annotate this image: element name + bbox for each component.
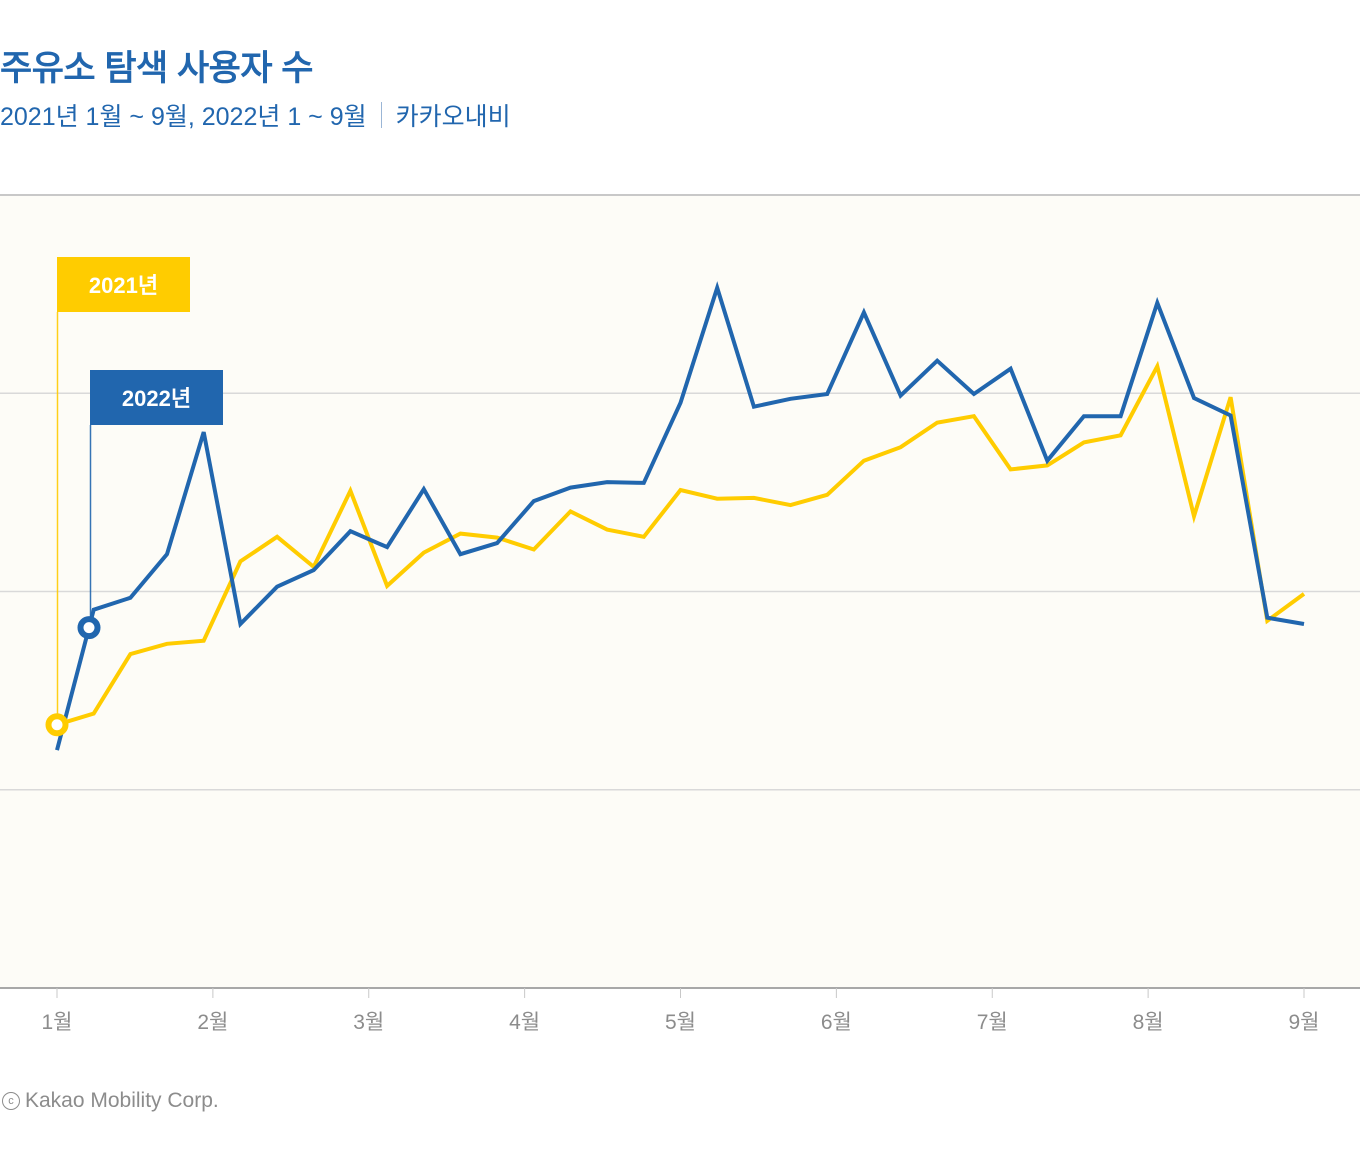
- x-tick-label: 4월: [509, 1011, 540, 1034]
- copyright-icon: c: [2, 1092, 20, 1110]
- line-chart: 1월 2월 3월 4월 5월 6월 7월 8월 9월 2021년 2022년: [0, 194, 1360, 1034]
- chart-subtitle: 2021년 1월 ~ 9월, 2022년 1 ~ 9월 카카오내비: [0, 97, 511, 133]
- series-start-marker: [45, 713, 69, 737]
- series-lines: [55, 281, 1306, 751]
- copyright-footer: c Kakao Mobility Corp.: [2, 1089, 219, 1113]
- legend-label: 2021년: [89, 273, 158, 298]
- series-line-2022년: [55, 281, 1305, 751]
- subtitle-divider: [380, 102, 382, 128]
- x-tick-label: 5월: [665, 1011, 696, 1034]
- chart-title: 주유소 탐색 사용자 수: [0, 49, 313, 88]
- legend-flag-2022년: [90, 370, 223, 425]
- x-tick-label: 3월: [353, 1011, 384, 1034]
- x-tick-label: 2월: [197, 1011, 228, 1034]
- x-tick-label: 8월: [1133, 1011, 1164, 1034]
- legend-flags: 2021년 2022년: [45, 257, 223, 737]
- legend-flag-2021년: [57, 257, 190, 312]
- series-start-marker: [77, 616, 101, 640]
- legend-label: 2022년: [122, 386, 191, 411]
- x-tick-label: 7월: [977, 1011, 1008, 1034]
- copyright-text: Kakao Mobility Corp.: [25, 1089, 219, 1112]
- x-tick-label: 9월: [1289, 1011, 1320, 1034]
- x-tick-label: 6월: [821, 1011, 852, 1034]
- legend-stems: [56, 312, 92, 725]
- x-axis-ticks: 1월 2월 3월 4월 5월 6월 7월 8월 9월: [42, 988, 1320, 1034]
- subtitle-source: 카카오내비: [395, 103, 511, 131]
- x-tick-label: 1월: [42, 1011, 73, 1034]
- subtitle-period: 2021년 1월 ~ 9월, 2022년 1 ~ 9월: [0, 103, 367, 131]
